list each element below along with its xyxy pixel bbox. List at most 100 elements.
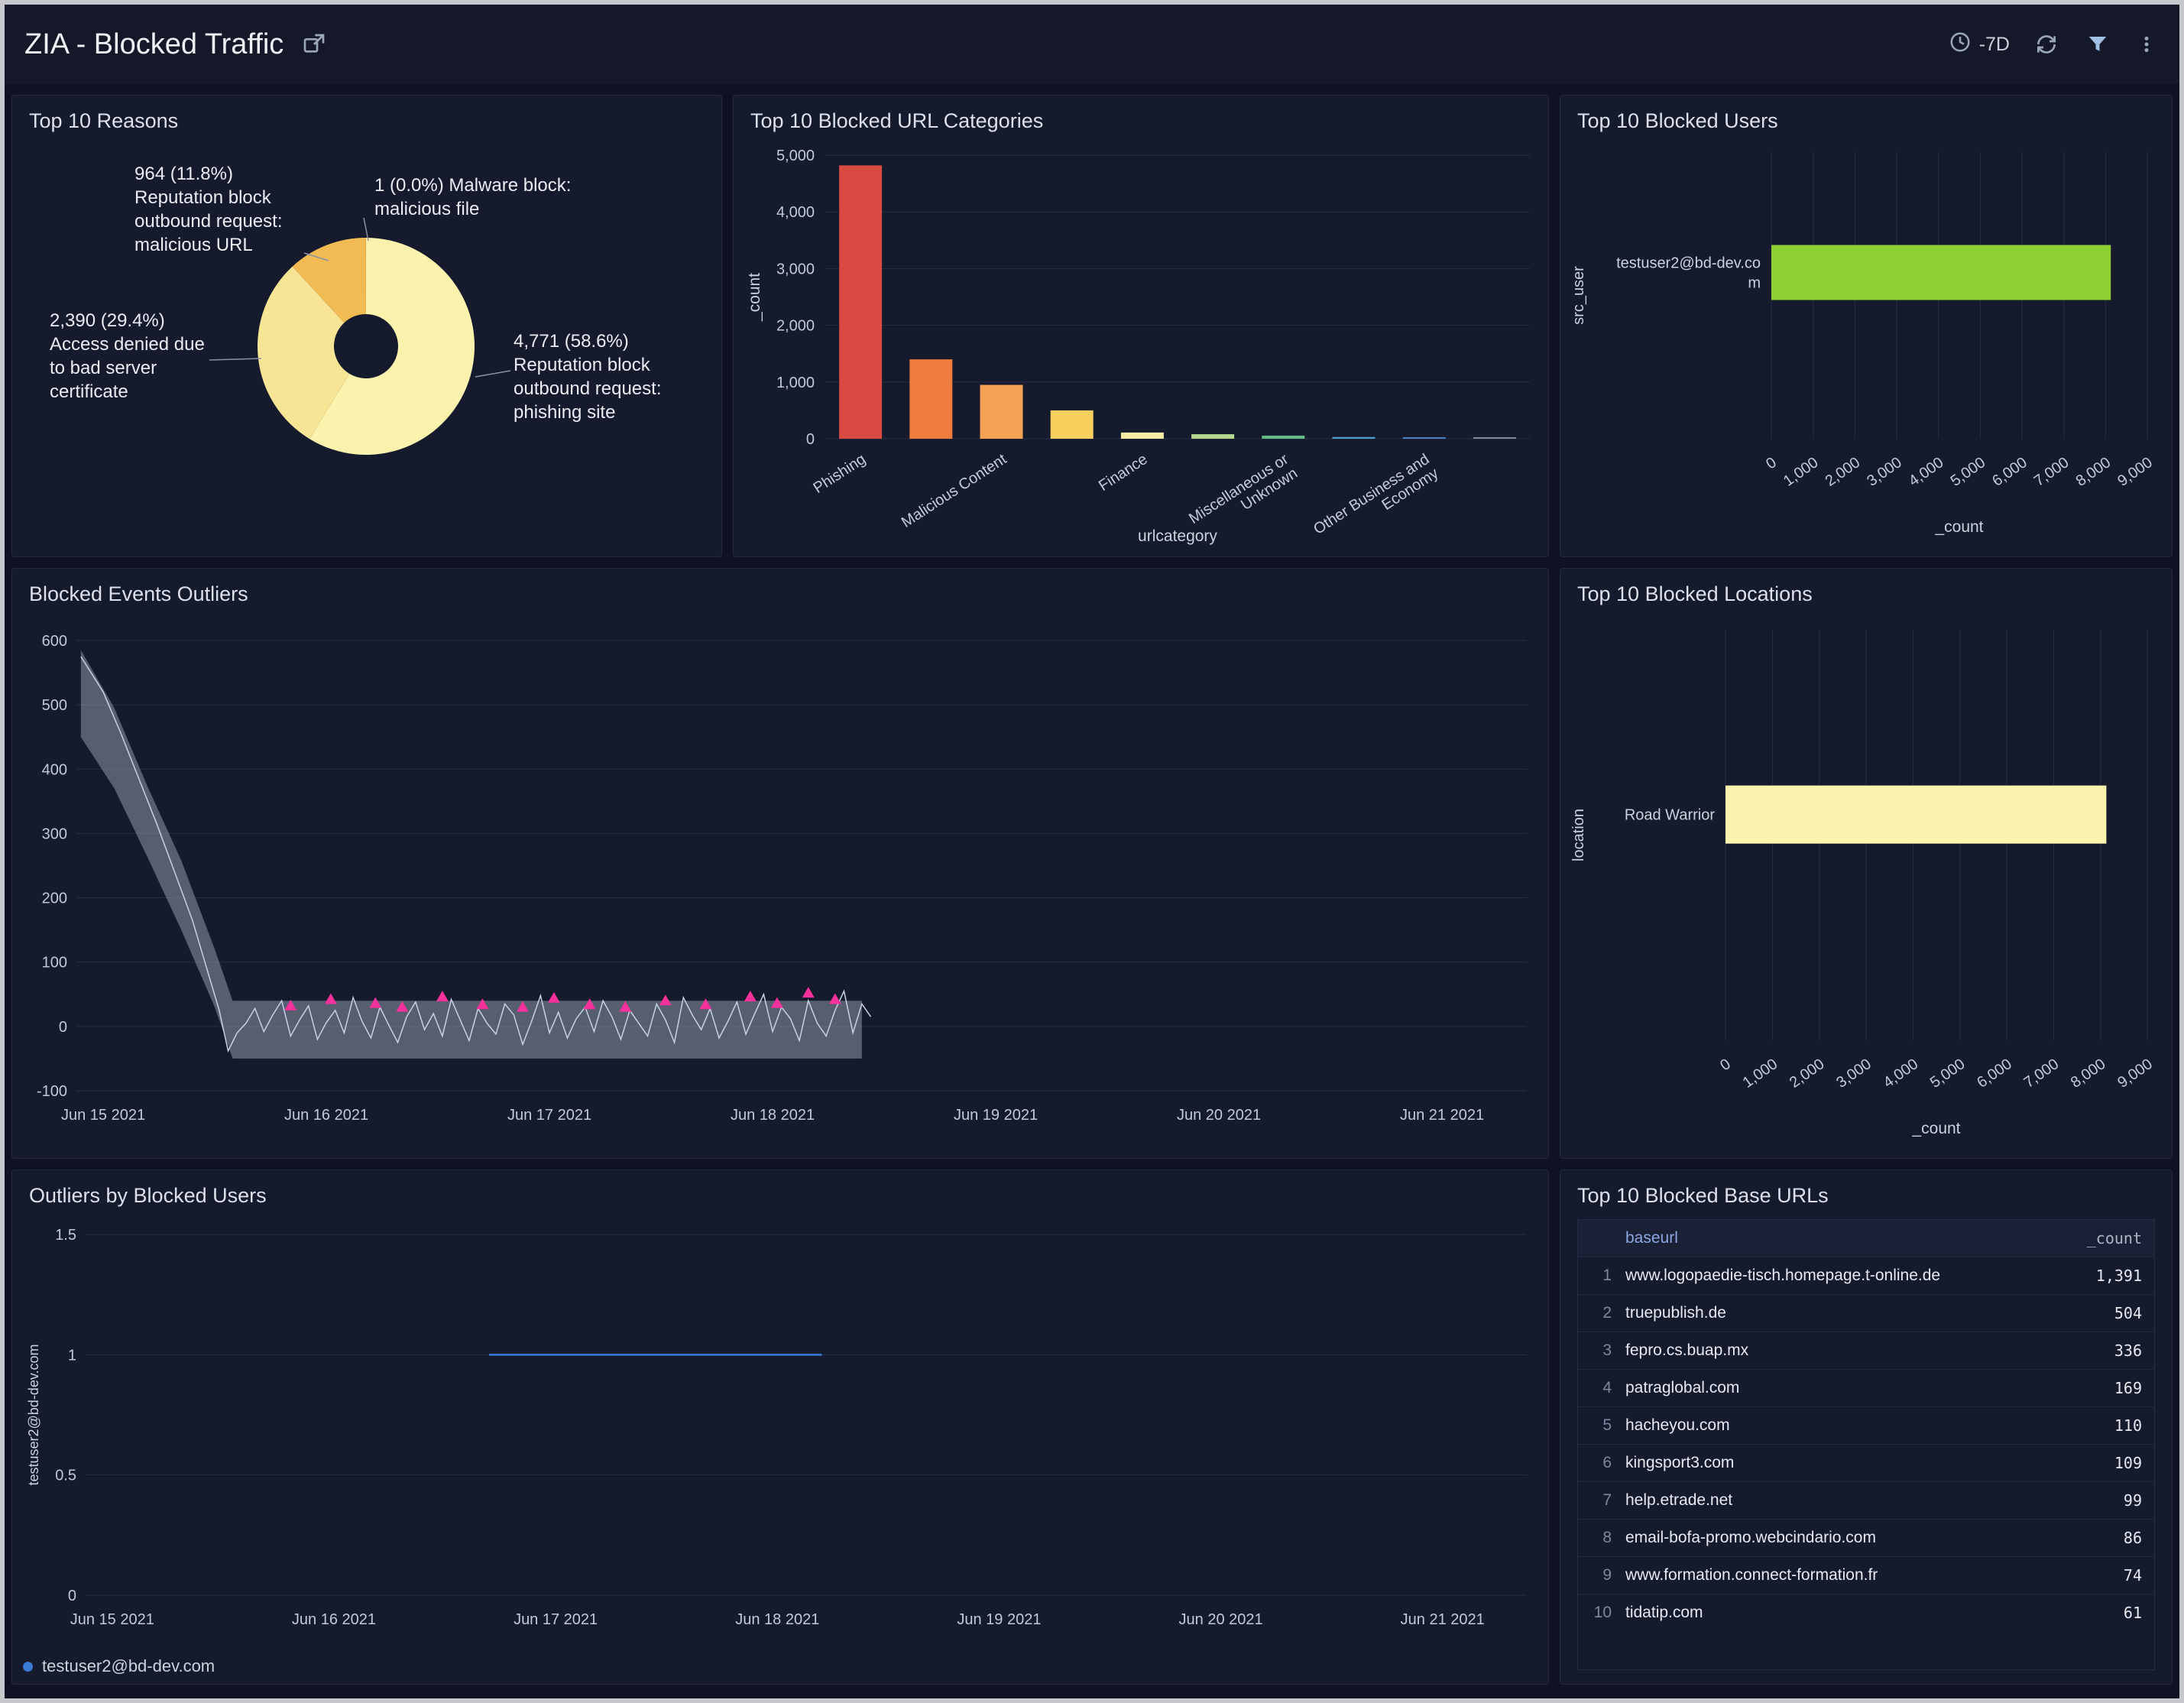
svg-text:1.5: 1.5 — [55, 1227, 76, 1244]
table-row: 8 email-bofa-promo.webcindario.com 86 — [1578, 1519, 2154, 1556]
svg-text:1,000: 1,000 — [1781, 454, 1822, 490]
filter-icon[interactable] — [2083, 30, 2112, 59]
count-cell: 504 — [2114, 1304, 2142, 1322]
url-categories-bar-chart: 0 1,000 2,000 3,000 4,000 5,000 Phishing Malici… — [740, 144, 1542, 552]
row-index: 3 — [1602, 1341, 1612, 1359]
svg-text:location: location — [1570, 809, 1587, 861]
row-index: 4 — [1602, 1379, 1612, 1396]
svg-text:3,000: 3,000 — [776, 261, 815, 277]
baseurl-cell: email-bofa-promo.webcindario.com — [1625, 1529, 1876, 1546]
count-cell: 109 — [2114, 1454, 2142, 1472]
svg-text:src_user: src_user — [1570, 266, 1587, 325]
table-row: 1 www.logopaedie-tisch.homepage.t-online.… — [1578, 1257, 2154, 1294]
column-header-count[interactable]: _count — [2086, 1229, 2142, 1247]
svg-text:Jun 15 2021: Jun 15 2021 — [61, 1107, 145, 1124]
panel-title: Top 10 Blocked Locations — [1577, 582, 1813, 605]
baseurl-cell: www.formation.connect-formation.fr — [1625, 1566, 1878, 1584]
table-header-row: baseurl _count — [1578, 1220, 2154, 1257]
svg-text:Jun 19 2021: Jun 19 2021 — [954, 1107, 1038, 1124]
baseurl-cell: tidatip.com — [1625, 1604, 1703, 1621]
page-title: ZIA - Blocked Traffic — [24, 28, 284, 60]
svg-text:0: 0 — [1717, 1056, 1734, 1074]
user-outliers-line-chart: 0 0.5 1 1.5 Jun 15 2021 Jun 16 2021 Jun 17 202… — [18, 1219, 1542, 1644]
svg-text:1,000: 1,000 — [1740, 1056, 1781, 1092]
svg-text:Jun 20 2021: Jun 20 2021 — [1177, 1107, 1261, 1124]
svg-text:7,000: 7,000 — [2021, 1056, 2062, 1092]
legend-marker — [23, 1661, 33, 1672]
table-row: 6 kingsport3.com 109 — [1578, 1444, 2154, 1481]
count-cell: 61 — [2123, 1604, 2142, 1622]
count-cell: 336 — [2114, 1341, 2142, 1360]
donut-callout: 4,771 (58.6%) Reputation block outbound … — [514, 331, 662, 423]
panel-title: Top 10 Blocked URL Categories — [750, 109, 1044, 132]
svg-text:_count: _count — [1911, 1120, 1960, 1137]
svg-text:Jun 18 2021: Jun 18 2021 — [731, 1107, 815, 1124]
svg-text:1,000: 1,000 — [776, 375, 815, 391]
baseurl-cell: www.logopaedie-tisch.homepage.t-online.d… — [1625, 1267, 1941, 1284]
blocked-locations-bar-chart: 0 1,000 2,000 3,000 4,000 5,000 6,000 7,000 8,00… — [1567, 618, 2166, 1153]
svg-text:Phishing: Phishing — [810, 451, 868, 497]
row-index: 8 — [1602, 1529, 1612, 1546]
svg-text:Jun 21 2021: Jun 21 2021 — [1401, 1611, 1485, 1628]
kebab-menu-icon[interactable] — [2134, 29, 2160, 60]
panel-blocked-base-urls: Top 10 Blocked Base URLs baseurl _count … — [1560, 1169, 2173, 1685]
count-cell: 169 — [2114, 1379, 2142, 1397]
panel-title: Outliers by Blocked Users — [29, 1184, 267, 1207]
donut-callout: 2,390 (29.4%) Access denied due to bad s… — [50, 310, 205, 402]
time-range-control[interactable]: -7D — [1949, 31, 2010, 59]
svg-text:Jun 18 2021: Jun 18 2021 — [735, 1611, 819, 1628]
svg-text:7,000: 7,000 — [2031, 454, 2072, 490]
panel-title: Top 10 Blocked Users — [1577, 109, 1778, 132]
svg-text:m: m — [1748, 275, 1761, 292]
svg-text:8,000: 8,000 — [2073, 454, 2114, 490]
svg-text:_count: _count — [1934, 518, 1983, 536]
svg-text:5,000: 5,000 — [1948, 454, 1989, 490]
svg-text:0.5: 0.5 — [55, 1468, 76, 1484]
row-index: 2 — [1602, 1304, 1612, 1322]
svg-text:_count: _count — [746, 273, 763, 322]
table-row: 7 help.etrade.net 99 — [1578, 1481, 2154, 1519]
table-row: 4 patraglobal.com 169 — [1578, 1369, 2154, 1406]
svg-text:Jun 17 2021: Jun 17 2021 — [507, 1107, 591, 1124]
svg-text:4,000: 4,000 — [1881, 1056, 1922, 1092]
share-icon[interactable] — [299, 29, 329, 60]
baseurl-cell: hacheyou.com — [1625, 1416, 1730, 1434]
table-row: 9 www.formation.connect-formation.fr 74 — [1578, 1556, 2154, 1594]
panel-blocked-url-categories: Top 10 Blocked URL Categories 0 1,000 2,00… — [733, 95, 1549, 557]
svg-text:200: 200 — [42, 890, 67, 907]
table-row: 3 fepro.cs.buap.mx 336 — [1578, 1332, 2154, 1369]
svg-text:4,000: 4,000 — [776, 204, 815, 221]
svg-text:400: 400 — [42, 761, 67, 778]
panel-blocked-locations: Top 10 Blocked Locations 0 1,000 2,000 3,00… — [1560, 568, 2173, 1159]
svg-text:3,000: 3,000 — [1833, 1056, 1875, 1092]
count-cell: 110 — [2114, 1416, 2142, 1435]
svg-text:2,000: 2,000 — [1787, 1056, 1828, 1092]
baseurl-cell: patraglobal.com — [1625, 1379, 1740, 1396]
svg-text:Road Warrior: Road Warrior — [1625, 807, 1716, 824]
svg-text:9,000: 9,000 — [2114, 454, 2156, 490]
svg-text:4,000: 4,000 — [1906, 454, 1947, 490]
refresh-icon[interactable] — [2031, 29, 2062, 60]
table-row: 2 truepublish.de 504 — [1578, 1294, 2154, 1332]
svg-text:9,000: 9,000 — [2114, 1056, 2156, 1092]
panel-title: Top 10 Reasons — [29, 109, 179, 132]
panel-outliers-by-blocked-users: Outliers by Blocked Users 0 0.5 1 1.5 Jun 15… — [11, 1169, 1549, 1685]
panel-title: Blocked Events Outliers — [29, 582, 248, 605]
svg-text:Jun 15 2021: Jun 15 2021 — [70, 1611, 154, 1628]
column-header-baseurl[interactable]: baseurl — [1625, 1229, 1678, 1247]
svg-text:5,000: 5,000 — [1927, 1056, 1969, 1092]
svg-text:0: 0 — [68, 1588, 76, 1604]
count-cell: 86 — [2123, 1529, 2142, 1547]
svg-text:Jun 17 2021: Jun 17 2021 — [514, 1611, 598, 1628]
table-row: 10 tidatip.com 61 — [1578, 1594, 2154, 1631]
svg-text:testuser2@bd-dev.co: testuser2@bd-dev.co — [1616, 255, 1761, 272]
clock-icon — [1949, 31, 1972, 59]
svg-text:0: 0 — [806, 431, 815, 448]
svg-text:2,000: 2,000 — [776, 318, 815, 335]
svg-text:0: 0 — [59, 1019, 67, 1036]
row-index: 1 — [1602, 1267, 1612, 1284]
svg-text:100: 100 — [42, 955, 67, 972]
panel-blocked-users: Top 10 Blocked Users 0 1,000 2,000 3,000 4,0… — [1560, 95, 2173, 557]
svg-text:500: 500 — [42, 697, 67, 714]
blocked-users-bar-chart: 0 1,000 2,000 3,000 4,000 5,000 6,000 7,000 8,00… — [1567, 144, 2166, 552]
